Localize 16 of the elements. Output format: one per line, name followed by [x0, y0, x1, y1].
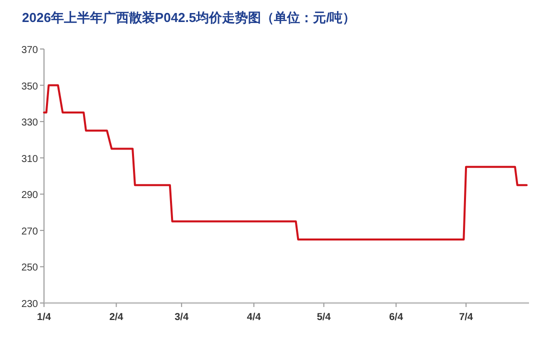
y-tick-label: 230 — [21, 299, 38, 310]
x-tick-label: 2/4 — [109, 312, 124, 323]
y-tick-label: 310 — [21, 154, 38, 165]
x-tick-label: 3/4 — [174, 312, 189, 323]
y-tick-label: 330 — [21, 118, 38, 129]
x-tick-label: 7/4 — [459, 312, 474, 323]
y-tick-label: 270 — [21, 226, 38, 238]
y-tick-label: 350 — [21, 81, 38, 92]
y-tick-label: 250 — [21, 262, 38, 274]
y-tick-label: 290 — [21, 190, 38, 202]
y-tick-label: 370 — [21, 45, 38, 56]
x-tick-label: 4/4 — [246, 312, 262, 323]
x-tick-label: 6/4 — [389, 312, 404, 323]
x-tick-label: 5/4 — [316, 312, 332, 323]
title: 2026年上半年广西散装P042.5均价走势图（单位：元/吨） — [22, 10, 356, 25]
x-tick-label: 1/4 — [37, 312, 52, 323]
